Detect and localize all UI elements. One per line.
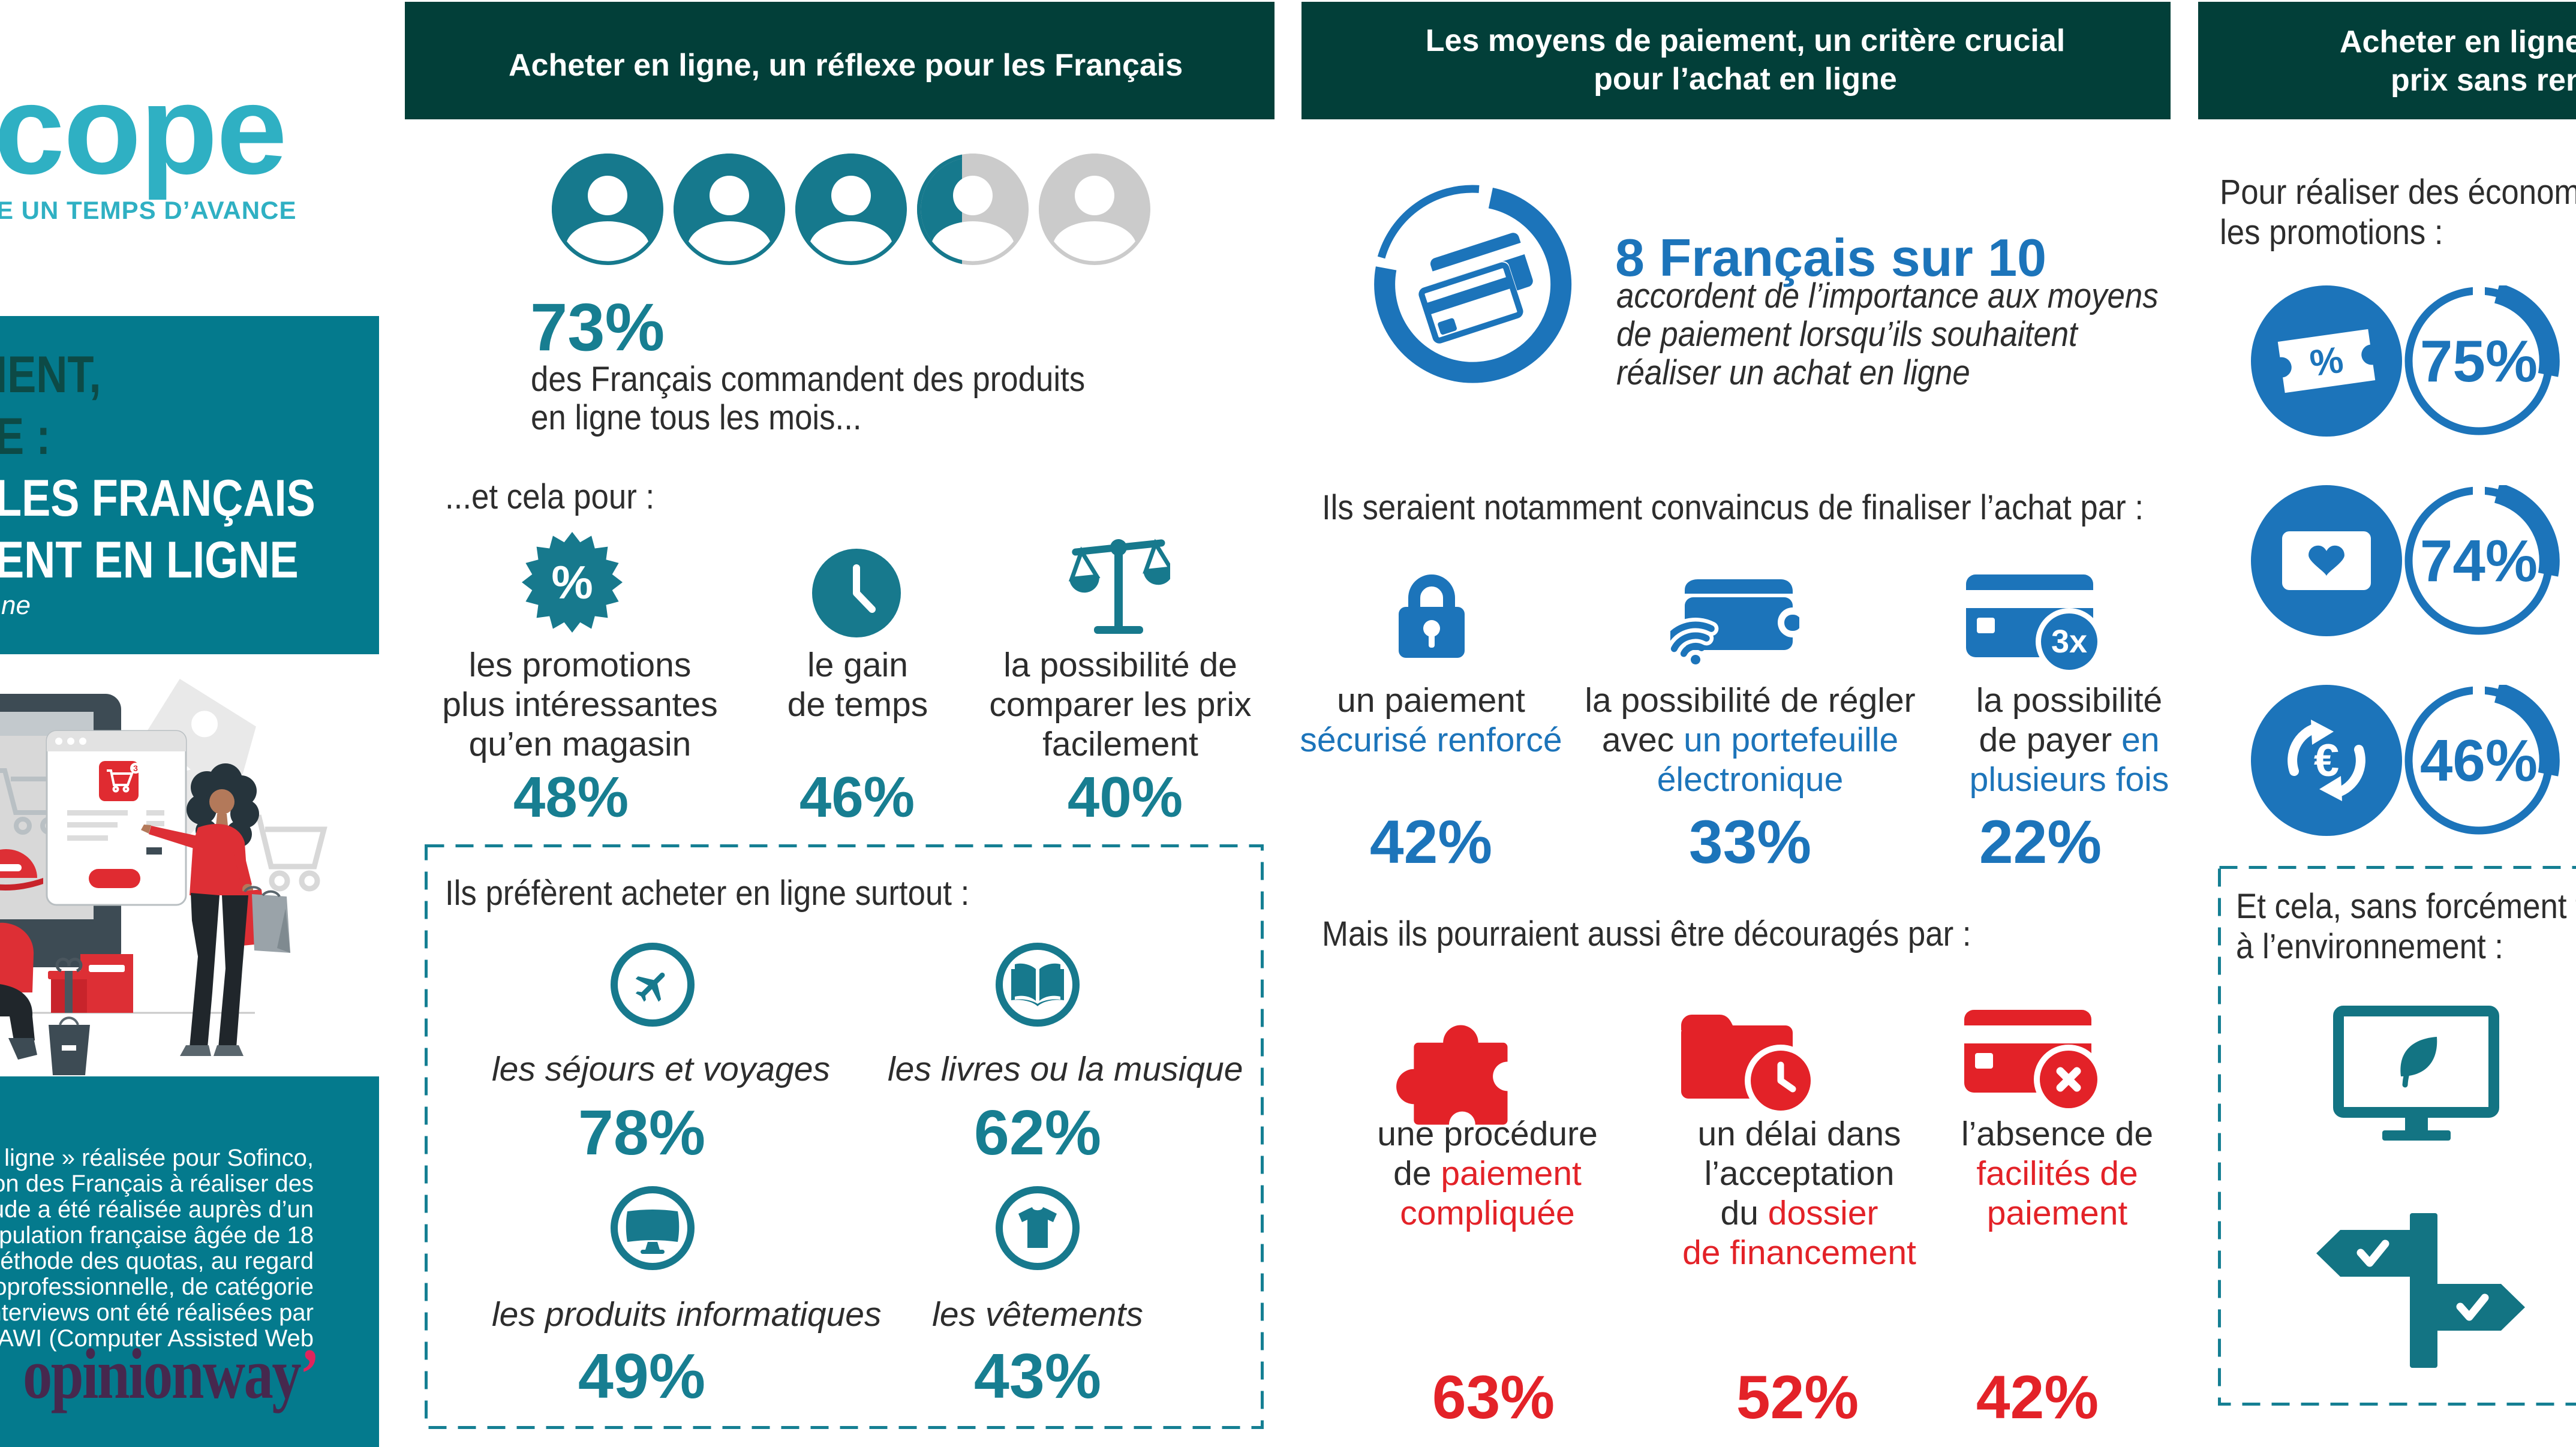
svg-text:3x: 3x [2051,624,2087,660]
svg-text:%: % [2307,339,2346,384]
svg-text:75%: 75% [2420,328,2538,394]
svg-text:3: 3 [133,763,138,773]
svg-text:€: € [2314,735,2339,786]
svg-text:%: % [551,556,593,609]
svg-text:46%: 46% [2420,727,2538,793]
svg-text:74%: 74% [2420,528,2538,594]
